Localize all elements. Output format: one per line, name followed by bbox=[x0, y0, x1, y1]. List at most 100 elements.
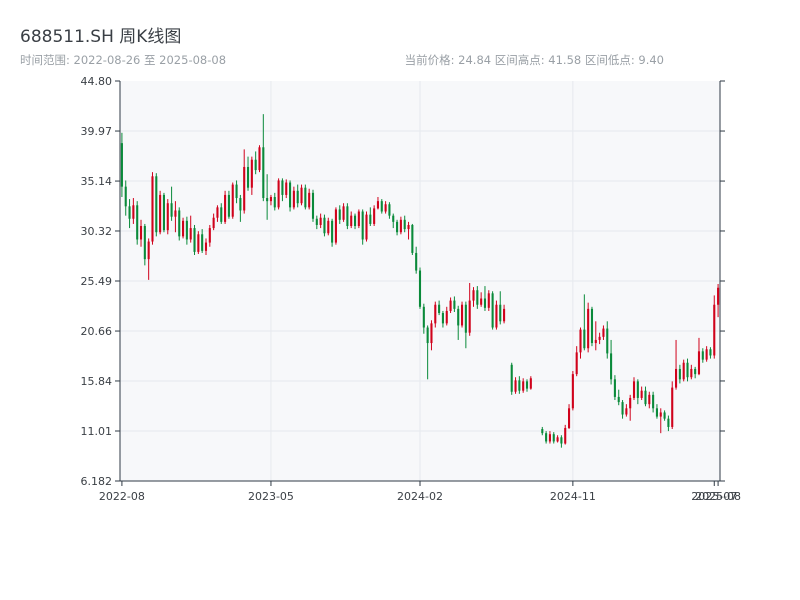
candle-body bbox=[644, 390, 647, 405]
candle bbox=[514, 377, 517, 394]
candle bbox=[655, 404, 658, 419]
candle-body bbox=[365, 214, 368, 240]
candle bbox=[499, 291, 502, 325]
candle-body bbox=[350, 215, 353, 227]
candle bbox=[361, 209, 364, 245]
candle-body bbox=[476, 290, 479, 305]
candle-body bbox=[399, 219, 402, 233]
candle-body bbox=[281, 180, 284, 195]
candle bbox=[315, 215, 318, 230]
candle bbox=[220, 203, 223, 224]
candle bbox=[369, 207, 372, 227]
candle bbox=[564, 424, 567, 445]
x-tick-label: 2023-05 bbox=[248, 490, 294, 503]
candle bbox=[617, 389, 620, 406]
candle-body bbox=[487, 293, 490, 308]
candle bbox=[342, 203, 345, 222]
candle bbox=[483, 286, 487, 311]
candle-body bbox=[499, 304, 502, 322]
candle bbox=[266, 174, 269, 220]
candle-body bbox=[185, 220, 188, 240]
candle-body bbox=[648, 394, 651, 405]
candle bbox=[682, 359, 685, 382]
candle-body bbox=[571, 374, 574, 409]
candle-body bbox=[587, 308, 590, 349]
candle-body bbox=[266, 198, 269, 202]
candle bbox=[392, 213, 395, 229]
candle bbox=[155, 173, 158, 237]
candle bbox=[434, 301, 437, 328]
candle-body bbox=[610, 353, 613, 380]
candle-body bbox=[621, 402, 624, 415]
candle-body bbox=[464, 304, 467, 333]
candle bbox=[522, 378, 525, 393]
candle bbox=[289, 180, 292, 212]
y-axis-ticks: 44.80 39.97 35.14 30.32 25.49 20.66 15.84 11.01… bbox=[81, 75, 725, 488]
candle bbox=[373, 205, 376, 227]
candle-body bbox=[342, 206, 345, 220]
price-stats-text: 当前价格: 24.84 区间高点: 41.58 区间低点: 9.40 bbox=[404, 53, 664, 67]
candle bbox=[560, 435, 563, 448]
candle bbox=[182, 217, 185, 239]
candle-body bbox=[655, 408, 658, 417]
candle-body bbox=[392, 215, 395, 222]
candle-body bbox=[277, 180, 280, 208]
candle bbox=[246, 156, 250, 191]
candle bbox=[678, 364, 681, 384]
candle-body bbox=[132, 205, 135, 219]
candle bbox=[613, 375, 616, 401]
candle-body bbox=[560, 437, 563, 444]
y-tick-label: 15.84 bbox=[81, 375, 113, 388]
candle-body bbox=[705, 349, 708, 360]
x-tick-label: 2024-02 bbox=[397, 490, 443, 503]
candle bbox=[124, 180, 127, 216]
candle bbox=[594, 321, 597, 351]
candle-body bbox=[694, 368, 697, 375]
candle-body bbox=[319, 217, 322, 225]
candle bbox=[487, 290, 490, 311]
candle-body bbox=[269, 197, 273, 202]
candle-body bbox=[243, 166, 246, 211]
candle bbox=[384, 201, 387, 214]
candle-body bbox=[143, 226, 146, 260]
candle bbox=[334, 207, 337, 245]
candle bbox=[231, 182, 234, 219]
candle bbox=[353, 213, 357, 230]
candle-body bbox=[495, 304, 498, 328]
candle bbox=[441, 310, 444, 328]
candle-body bbox=[441, 313, 444, 324]
candle bbox=[296, 184, 299, 208]
candle-body bbox=[697, 351, 701, 375]
candle bbox=[625, 404, 628, 417]
x-tick-label: 2025-08 bbox=[695, 490, 741, 503]
candle-body bbox=[483, 298, 487, 308]
candle bbox=[346, 203, 349, 230]
candle bbox=[648, 391, 651, 409]
candle bbox=[399, 216, 402, 235]
candle-body bbox=[701, 351, 704, 360]
candle bbox=[327, 217, 330, 236]
candle-body bbox=[380, 201, 383, 212]
candle bbox=[468, 282, 471, 336]
candle-body bbox=[472, 290, 475, 301]
candle-body bbox=[136, 205, 139, 240]
candle bbox=[197, 231, 200, 254]
candle-body bbox=[632, 381, 636, 398]
candle-body bbox=[262, 147, 265, 199]
candle-body bbox=[292, 190, 295, 208]
chart-title: 688511.SH 周K线图 bbox=[20, 27, 182, 47]
y-tick-label: 25.49 bbox=[81, 275, 113, 288]
candle bbox=[269, 194, 273, 206]
candle-body bbox=[480, 298, 483, 305]
candle bbox=[510, 362, 513, 395]
candle-body bbox=[162, 194, 165, 231]
candle-body bbox=[525, 381, 529, 389]
candle-body bbox=[388, 204, 391, 216]
candle bbox=[254, 151, 257, 175]
candle-body bbox=[155, 176, 158, 233]
candle-body bbox=[338, 209, 341, 220]
candle-body bbox=[334, 209, 337, 243]
candle bbox=[365, 211, 368, 242]
candle bbox=[652, 391, 655, 413]
